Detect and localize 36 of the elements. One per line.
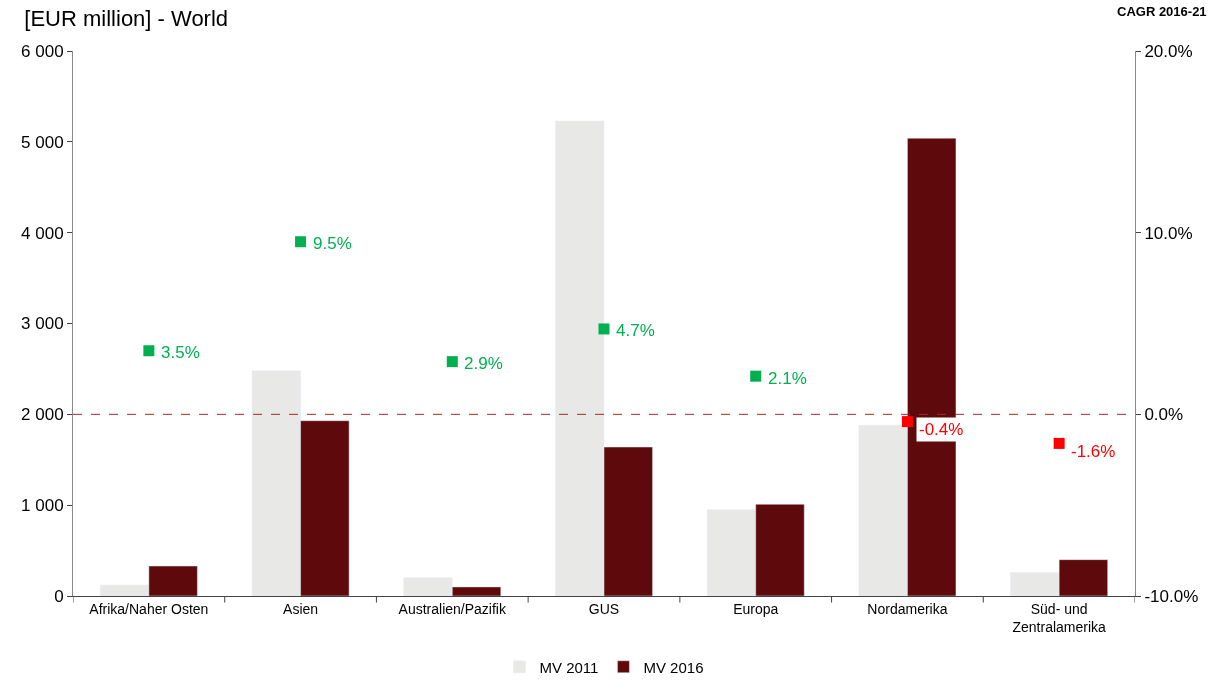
data-label: 2.9% (464, 354, 503, 373)
point (901, 416, 913, 428)
y-tick-label: 1 000 (21, 496, 64, 516)
data-label: 3.5% (161, 343, 200, 362)
x-tick-label: Asien (283, 600, 319, 617)
y-tick-label: 5 000 (21, 132, 64, 152)
y2-axis-title: CAGR 2016-21 (1117, 4, 1207, 19)
data-label: 2.1% (768, 369, 807, 388)
y2-tick-label: 20.0% (1144, 41, 1193, 61)
x-tick-label: Nordamerika (867, 600, 948, 617)
y2-tick-label: -10.0% (1144, 586, 1199, 606)
point (143, 345, 155, 357)
x-tick-label: Afrika/Naher Osten (89, 600, 209, 617)
x-tick-label: Australien/Pazifik (398, 600, 507, 617)
legend-label: MV 2016 (643, 658, 704, 676)
data-label: 4.7% (616, 321, 655, 340)
data-label: -1.6% (1071, 442, 1116, 461)
point (295, 236, 307, 248)
point (750, 370, 762, 382)
x-tick-label: Süd- und Zentralamerika (1012, 600, 1107, 635)
x-tick-label: Europa (733, 600, 779, 617)
y2-tick-label: 0.0% (1144, 405, 1184, 425)
point (598, 323, 610, 335)
chart-title: [EUR million] - World (24, 5, 229, 31)
y-tick-label: 0 (54, 586, 64, 606)
x-tick-label: GUS (588, 600, 620, 617)
y-tick-label: 2 000 (21, 405, 64, 425)
y-tick-label: 3 000 (21, 314, 64, 334)
y-tick-label: 6 000 (21, 41, 64, 61)
point (1053, 437, 1065, 449)
data-label: 9.5% (313, 234, 352, 253)
point (446, 356, 458, 368)
y-tick-label: 4 000 (21, 223, 64, 243)
data-label: -0.4% (919, 420, 964, 439)
y2-tick-label: 10.0% (1144, 223, 1193, 243)
legend-label: MV 2011 (539, 658, 599, 676)
